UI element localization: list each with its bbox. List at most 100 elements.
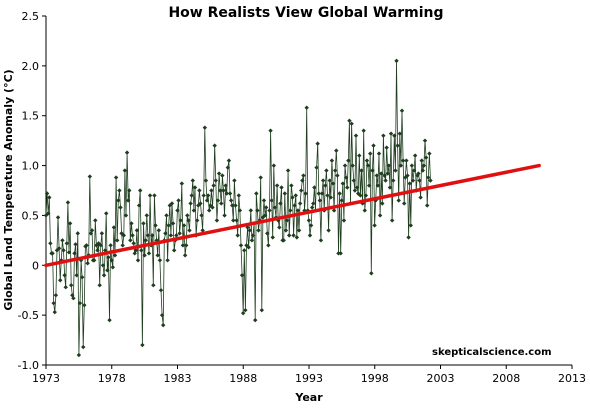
data-point — [138, 188, 143, 193]
data-point — [73, 242, 78, 247]
data-point — [129, 221, 134, 226]
data-point — [385, 171, 390, 176]
data-point — [146, 251, 152, 256]
data-point — [278, 201, 283, 206]
data-point — [255, 208, 260, 213]
data-point — [111, 225, 117, 230]
data-point — [292, 203, 297, 208]
data-point — [377, 213, 383, 218]
data-point — [318, 238, 324, 243]
data-point — [150, 233, 155, 238]
data-point — [265, 231, 270, 236]
data-point — [181, 223, 187, 228]
data-point — [118, 205, 123, 210]
data-point — [125, 198, 131, 203]
data-point — [163, 231, 168, 236]
data-point — [184, 243, 189, 248]
data-point — [404, 158, 409, 163]
data-point — [368, 151, 373, 156]
data-point — [363, 193, 369, 198]
data-point — [51, 300, 56, 306]
data-point — [89, 228, 95, 233]
trend-layer — [44, 163, 541, 268]
data-point — [350, 163, 355, 168]
data-point — [59, 258, 64, 263]
data-point — [270, 235, 275, 240]
data-point — [113, 175, 119, 180]
trend-line — [44, 163, 541, 268]
data-point — [409, 163, 415, 168]
data-point — [200, 228, 205, 233]
data-point — [169, 201, 175, 206]
data-point — [81, 344, 86, 350]
data-point — [267, 208, 272, 213]
data-point — [117, 188, 122, 193]
data-point — [155, 253, 160, 258]
data-point — [359, 168, 364, 173]
data-point — [407, 181, 412, 186]
data-point — [233, 203, 238, 208]
data-point — [405, 173, 410, 178]
data-point — [381, 133, 386, 138]
data-point — [248, 208, 254, 213]
data-point — [157, 258, 163, 263]
data-point — [205, 193, 211, 198]
x-tick-label: 1978 — [98, 372, 126, 385]
data-point — [84, 243, 89, 248]
data-point — [66, 250, 72, 255]
data-point — [142, 253, 147, 258]
data-point — [93, 218, 98, 223]
data-point — [99, 231, 105, 236]
data-point — [60, 238, 65, 243]
data-point — [422, 138, 428, 143]
data-point — [191, 208, 197, 213]
data-point — [334, 148, 339, 153]
data-point — [232, 178, 237, 183]
data-point — [369, 271, 374, 276]
data-point — [326, 228, 331, 233]
data-point — [187, 228, 192, 233]
data-point — [388, 131, 394, 136]
data-point — [175, 208, 180, 213]
data-point — [290, 195, 295, 200]
data-point — [283, 228, 289, 233]
data-point — [357, 153, 362, 158]
data-point — [85, 261, 90, 266]
data-point — [199, 213, 204, 218]
data-point — [411, 168, 417, 173]
data-point — [228, 198, 234, 203]
data-point — [119, 231, 124, 236]
data-point — [303, 191, 308, 196]
data-point — [221, 188, 226, 193]
data-point — [44, 191, 50, 196]
chart-title: How Realists View Global Warming — [168, 5, 443, 21]
data-point — [382, 173, 387, 178]
data-point — [262, 213, 268, 218]
data-point — [394, 58, 399, 64]
data-point — [296, 228, 302, 233]
data-point — [145, 233, 151, 238]
data-point — [294, 235, 300, 240]
data-point — [268, 128, 273, 133]
x-tick-label: 1983 — [164, 372, 192, 385]
data-point — [182, 253, 188, 258]
data-point — [201, 193, 206, 198]
data-point — [74, 273, 79, 278]
data-point — [139, 248, 144, 253]
data-point — [316, 191, 321, 196]
data-point — [365, 163, 371, 168]
data-point — [152, 193, 157, 198]
data-point — [317, 198, 323, 203]
y-axis-ticks: -1.0 -0.5 0 0.5 1.0 1.5 2.0 2.5 — [18, 10, 46, 372]
data-point — [361, 128, 366, 133]
data-point — [327, 178, 332, 183]
data-point — [210, 205, 215, 210]
data-point — [383, 178, 388, 183]
data-point — [79, 275, 85, 280]
data-point — [339, 198, 344, 203]
data-point — [211, 183, 216, 188]
data-point — [62, 273, 67, 278]
data-point — [366, 183, 372, 188]
data-point — [375, 183, 381, 188]
